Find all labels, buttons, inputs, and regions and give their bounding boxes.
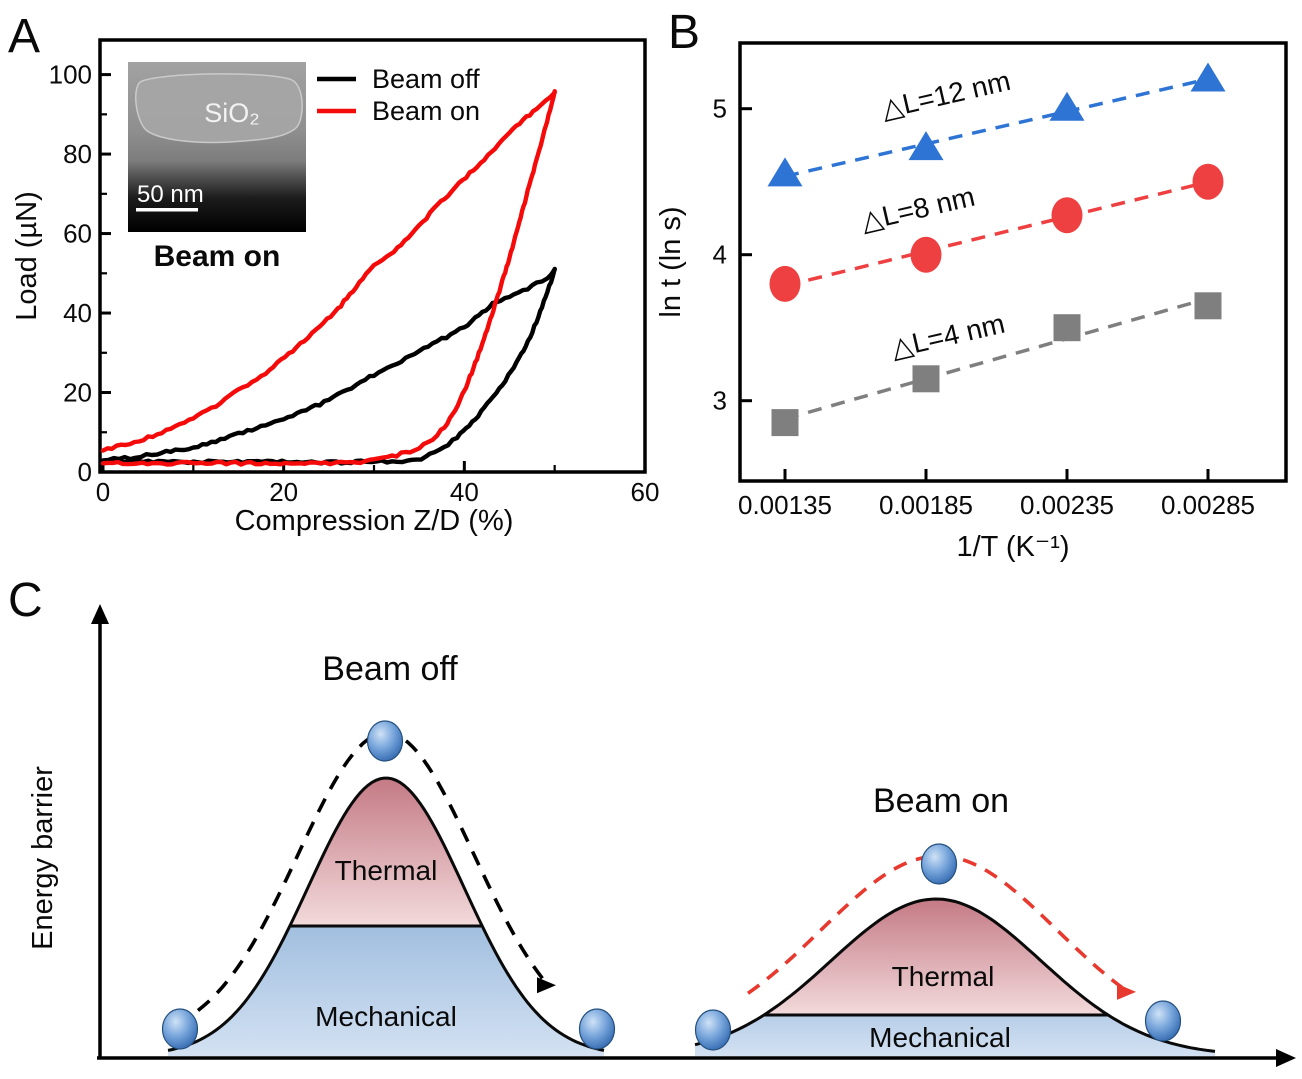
panel-a-plot-box bbox=[98, 38, 647, 474]
panel-b-plot-box bbox=[738, 41, 1288, 483]
panel-a-ylabel: Load (µN) bbox=[11, 191, 43, 321]
sem-material-label: SiO₂ bbox=[204, 98, 260, 128]
curve-beam-on-loading bbox=[100, 90, 557, 453]
panel-a-ticks: 0 20 40 60 0 20 40 60 80 100 bbox=[49, 60, 660, 507]
panel-b-ticks: 0.00135 0.00185 0.00235 0.00285 3 4 5 bbox=[713, 94, 1255, 520]
x-tick-label: 0.00285 bbox=[1161, 490, 1255, 520]
x-tick-label: 60 bbox=[631, 477, 660, 507]
marker-square bbox=[1194, 292, 1222, 320]
dashed-arrowhead-beam-off bbox=[537, 977, 556, 994]
panel-c-letter: C bbox=[8, 574, 43, 627]
dashed-arrowhead-beam-on bbox=[1117, 983, 1136, 1000]
y-tick-label: 100 bbox=[49, 60, 92, 90]
thermal-region-beam-off bbox=[289, 778, 483, 926]
y-tick-label: 60 bbox=[63, 219, 92, 249]
curve-beam-on-unloading bbox=[100, 89, 557, 467]
state-ball bbox=[161, 1008, 199, 1050]
thermal-label-right: Thermal bbox=[892, 961, 995, 992]
sem-inset: SiO₂ 50 nm Beam on bbox=[128, 62, 306, 273]
panel-c-yaxis-arrow bbox=[91, 604, 109, 624]
curve-beam-off-loading bbox=[100, 267, 557, 463]
state-ball bbox=[1144, 1000, 1182, 1042]
x-tick-label: 20 bbox=[269, 477, 298, 507]
marker-circle bbox=[910, 236, 942, 273]
x-tick-label: 0.00135 bbox=[738, 490, 832, 520]
marker-triangle bbox=[767, 157, 803, 187]
panel-b-xlabel: 1/T (K⁻¹) bbox=[956, 531, 1069, 563]
state-ball bbox=[366, 720, 404, 762]
y-tick-label: 80 bbox=[63, 139, 92, 169]
peak-outline-beam-off bbox=[167, 776, 605, 1052]
state-ball bbox=[694, 1009, 732, 1051]
thermal-region-beam-on bbox=[763, 899, 1109, 1015]
panel-a-xlabel: Compression Z/D (%) bbox=[235, 505, 514, 537]
marker-square bbox=[912, 365, 940, 393]
panel-b-letter: B bbox=[668, 6, 700, 59]
panel-c-xaxis-arrow bbox=[1276, 1049, 1296, 1067]
panel-b-ylabel: ln t (ln s) bbox=[655, 206, 687, 317]
marker-square bbox=[771, 409, 799, 437]
panel-c: C Beam off Beam on Thermal Mechanical Th… bbox=[8, 574, 1296, 1067]
panel-c-dashed-paths bbox=[196, 731, 1136, 1012]
x-tick-label: 0.00185 bbox=[879, 490, 973, 520]
panel-c-right-title: Beam on bbox=[873, 782, 1009, 820]
marker-triangle bbox=[1190, 62, 1226, 92]
legend-label-beam-on: Beam on bbox=[372, 96, 480, 126]
panel-c-ylabel: Energy barrier bbox=[27, 766, 59, 950]
mechanical-label-left: Mechanical bbox=[315, 1001, 457, 1032]
thermal-label-left: Thermal bbox=[335, 855, 438, 886]
marker-triangle bbox=[1049, 91, 1085, 121]
sem-scalebar bbox=[136, 208, 198, 212]
panel-a-letter: A bbox=[8, 10, 40, 63]
y-tick-label: 5 bbox=[713, 94, 727, 124]
peak-outline-beam-on bbox=[694, 897, 1216, 1053]
panel-a-curves bbox=[100, 89, 557, 467]
y-tick-label: 3 bbox=[713, 386, 727, 416]
panel-b-series bbox=[767, 62, 1226, 437]
panel-c-peaks bbox=[167, 776, 1216, 1056]
x-tick-label: 0.00235 bbox=[1020, 490, 1114, 520]
sem-inset-caption: Beam on bbox=[154, 240, 281, 273]
y-tick-label: 40 bbox=[63, 298, 92, 328]
trend-line-triangle bbox=[784, 77, 1209, 179]
y-tick-label: 4 bbox=[713, 240, 727, 270]
state-ball bbox=[578, 1008, 616, 1050]
marker-circle bbox=[769, 265, 801, 302]
dashed-transition-path-beam-on bbox=[746, 854, 1130, 995]
state-ball bbox=[920, 843, 958, 885]
legend-label-beam-off: Beam off bbox=[372, 64, 480, 94]
x-tick-label: 0 bbox=[96, 477, 110, 507]
panel-c-left-title: Beam off bbox=[322, 650, 458, 688]
mechanical-label-right: Mechanical bbox=[869, 1022, 1011, 1053]
x-tick-label: 40 bbox=[450, 477, 479, 507]
sem-scalebar-label: 50 nm bbox=[137, 181, 204, 208]
y-tick-label: 20 bbox=[63, 378, 92, 408]
marker-circle bbox=[1192, 163, 1224, 200]
sem-particle-outline bbox=[134, 73, 303, 144]
panel-a: A 0 20 40 60 0 20 40 60 80 100 Beam off Beam on S… bbox=[8, 10, 659, 537]
marker-square bbox=[1053, 314, 1081, 342]
trend-line-circle bbox=[784, 180, 1209, 288]
marker-circle bbox=[1051, 197, 1083, 234]
panel-a-legend: Beam off Beam on bbox=[317, 64, 480, 126]
y-tick-label: 0 bbox=[78, 457, 92, 487]
trend-line-square bbox=[784, 296, 1209, 421]
marker-triangle bbox=[908, 131, 944, 161]
dashed-transition-path-beam-off bbox=[196, 731, 550, 1012]
